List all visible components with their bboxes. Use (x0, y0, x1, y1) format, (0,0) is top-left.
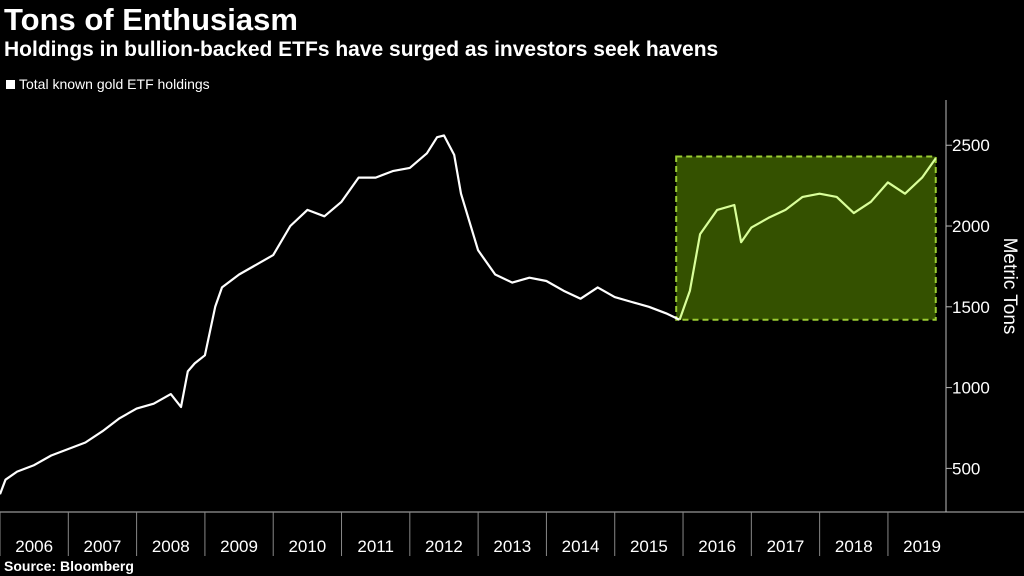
x-tick-label: 2006 (15, 537, 53, 556)
x-tick-label: 2011 (357, 537, 394, 556)
chart-title: Tons of Enthusiasm (4, 2, 298, 37)
x-tick-label: 2019 (903, 537, 941, 556)
legend-label: Total known gold ETF holdings (19, 76, 210, 92)
y-tick-label: 1000 (952, 379, 990, 398)
x-tick-label: 2008 (152, 537, 190, 556)
y-tick-label: 2500 (952, 136, 990, 155)
x-tick-label: 2016 (698, 537, 736, 556)
series-line (0, 134, 681, 495)
legend: Total known gold ETF holdings (6, 76, 210, 92)
x-tick-label: 2017 (767, 537, 805, 556)
y-tick-label: 2000 (952, 217, 990, 236)
highlight-region (675, 155, 937, 321)
x-tick-label: 2015 (630, 537, 668, 556)
x-tick-label: 2014 (562, 537, 600, 556)
x-tick-label: 2007 (84, 537, 122, 556)
source-note: Source: Bloomberg (4, 558, 134, 574)
x-tick-label: 2010 (288, 537, 326, 556)
y-axis-title: Metric Tons (999, 238, 1020, 335)
series-line-highlighted (678, 157, 937, 321)
legend-swatch (6, 79, 15, 89)
x-tick-label: 2013 (493, 537, 531, 556)
y-tick-label: 1500 (952, 298, 990, 317)
x-tick-label: 2018 (835, 537, 873, 556)
chart-subtitle: Holdings in bullion-backed ETFs have sur… (4, 38, 719, 61)
x-tick-label: 2009 (220, 537, 258, 556)
y-tick-label: 500 (952, 459, 980, 478)
x-tick-label: 2012 (425, 537, 463, 556)
